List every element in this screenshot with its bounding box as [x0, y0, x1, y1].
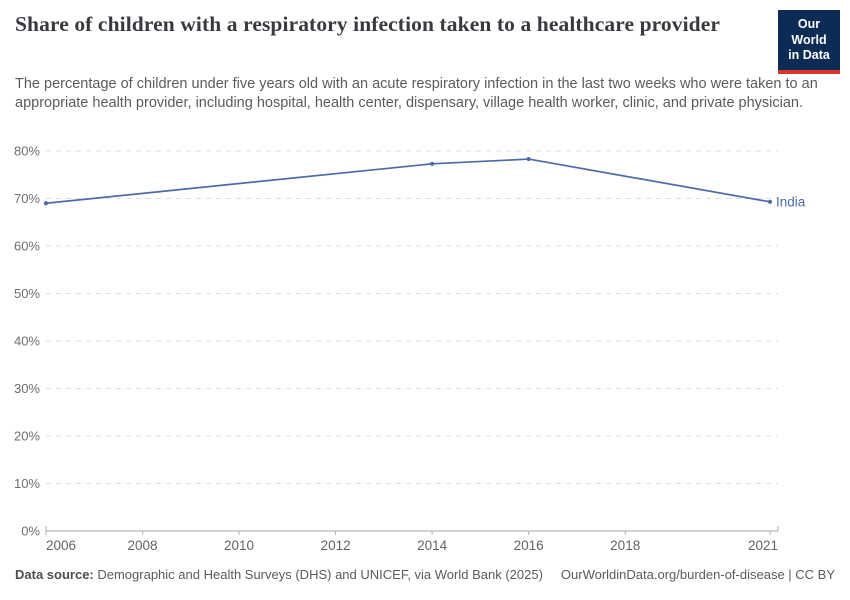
y-tick-label: 40%: [14, 334, 40, 349]
data-line: [45, 158, 771, 205]
data-point: [430, 161, 435, 166]
y-tick-label: 0%: [21, 524, 40, 539]
x-tick-label: 2021: [748, 538, 778, 553]
x-tick-label: 2018: [610, 538, 640, 553]
owid-logo-line2: in Data: [788, 48, 830, 63]
data-point: [43, 201, 49, 206]
x-tick-label: 2006: [46, 538, 76, 553]
owid-logo[interactable]: Our World in Data: [778, 10, 840, 74]
x-tick-label: 2008: [128, 538, 158, 553]
owid-logo-stripe: [778, 69, 840, 74]
owid-logo-line1: Our World: [791, 17, 827, 47]
x-tick-label: 2016: [514, 538, 544, 553]
data-source-text: Demographic and Health Surveys (DHS) and…: [93, 567, 543, 582]
data-source-note: Data source: Demographic and Health Surv…: [15, 567, 543, 582]
x-tick-label: 2010: [224, 538, 254, 553]
page-title: Share of children with a respiratory inf…: [15, 12, 721, 36]
y-tick-label: 10%: [14, 476, 40, 491]
x-tick-label: 2014: [417, 538, 448, 553]
footer-link[interactable]: OurWorldinData.org/burden-of-disease | C…: [560, 567, 835, 582]
y-tick-label: 80%: [14, 144, 40, 159]
data-point: [526, 156, 531, 162]
data-point: [767, 199, 773, 204]
chart-subtitle: The percentage of children under five ye…: [15, 76, 818, 111]
y-tick-label: 50%: [14, 286, 40, 301]
series-label[interactable]: India: [776, 194, 806, 209]
owid-logo-text: Our World in Data: [778, 10, 840, 70]
y-tick-label: 60%: [14, 239, 40, 254]
x-tick-label: 2012: [321, 538, 351, 553]
y-tick-label: 70%: [14, 191, 40, 206]
line-chart: 0% 10% 20% 30% 40% 50% 60% 70% 80% 2006 2008 2010 20…: [14, 144, 806, 554]
chart-footer: Data source: Demographic and Health Surv…: [15, 567, 835, 582]
chart-header: Share of children with a respiratory inf…: [15, 10, 840, 74]
y-tick-label: 30%: [14, 381, 40, 396]
y-tick-label: 20%: [14, 429, 40, 444]
data-source-label: Data source:: [15, 567, 94, 582]
